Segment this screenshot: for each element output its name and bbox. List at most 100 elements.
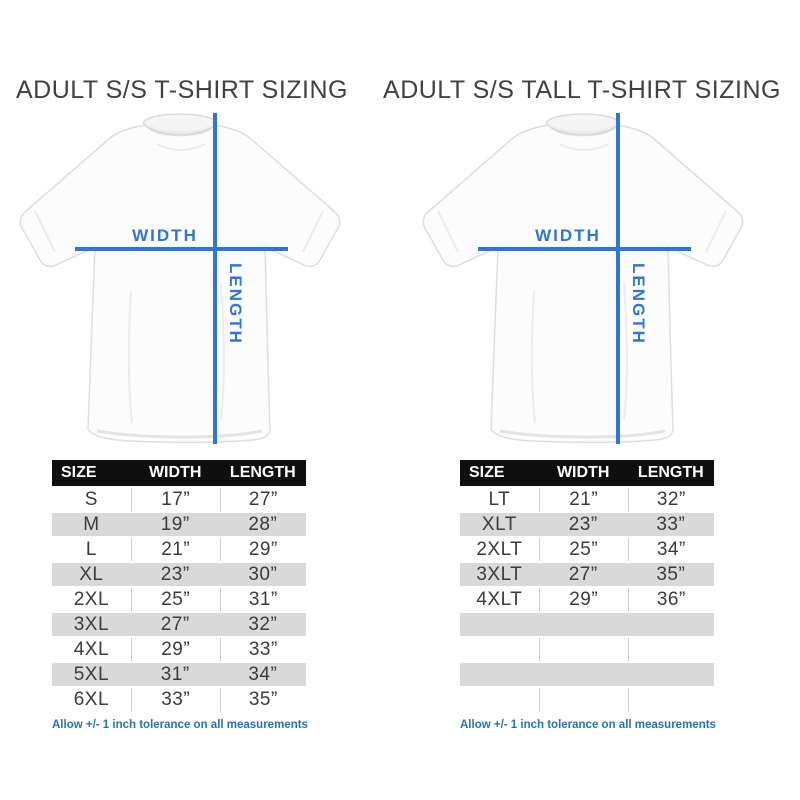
table-cell xyxy=(460,612,539,636)
table-cell: 27” xyxy=(538,562,628,586)
length-label: LENGTH xyxy=(226,263,245,345)
table-row xyxy=(460,612,714,636)
table-cell: 2XLT xyxy=(476,538,523,560)
shirt-body xyxy=(19,123,341,443)
table-cell: 19” xyxy=(130,512,220,536)
table-cell: XLT xyxy=(460,512,539,536)
table-cell: 25” xyxy=(538,537,628,561)
width-label: WIDTH xyxy=(132,226,198,245)
table-cell: 32” xyxy=(627,487,714,511)
table-cell: 28” xyxy=(219,512,306,536)
shirt-wrinkle xyxy=(530,290,536,423)
shirt-hem-shadow xyxy=(96,429,263,439)
size-table-tall: SIZE WIDTH LENGTH LT 21” 32” XLT 23” 33” 2XLT 25”… xyxy=(460,458,714,713)
shirt-wrinkle xyxy=(156,142,206,151)
table-cell: 21” xyxy=(130,537,220,561)
table-row xyxy=(460,662,714,686)
shirt-collar-rib xyxy=(552,124,614,133)
table-cell: 33” xyxy=(219,637,306,661)
table-header-row: SIZE WIDTH LENGTH xyxy=(52,459,306,486)
table-cell: 29” xyxy=(538,587,628,611)
sizing-chart-page: ADULT S/S T-SHIRT SIZING WIDTH LENGTH SI… xyxy=(0,76,781,731)
table-cell xyxy=(538,612,628,636)
table-cell xyxy=(538,687,628,711)
table-row: 5XL 31” 34” xyxy=(52,662,306,686)
tshirt-diagram-tall: WIDTH LENGTH xyxy=(422,112,744,444)
shirt-wrinkle xyxy=(705,210,727,253)
table-cell: 36” xyxy=(627,587,714,611)
table-cell: 4XLT xyxy=(476,588,523,610)
table-cell: 34” xyxy=(627,537,714,561)
table-cell: 4XL xyxy=(73,638,110,660)
table-cell: 31” xyxy=(130,662,220,686)
table-row: 6XL 33” 35” xyxy=(52,687,306,711)
table-header-cell: WIDTH xyxy=(130,459,220,486)
table-cell: 17” xyxy=(130,487,220,511)
table-row: 3XL 27” 32” xyxy=(52,612,306,636)
table-cell: 2XL xyxy=(73,588,110,610)
table-row xyxy=(460,637,714,661)
tshirt-diagram-regular: WIDTH LENGTH xyxy=(19,112,341,444)
panel-title-tall: ADULT S/S TALL T-SHIRT SIZING xyxy=(383,76,781,104)
table-cell: 21” xyxy=(538,487,628,511)
table-cell xyxy=(460,688,539,711)
table-cell xyxy=(627,662,714,686)
panel-regular-sizing: ADULT S/S T-SHIRT SIZING WIDTH LENGTH SI… xyxy=(0,76,400,731)
table-cell: 33” xyxy=(130,687,220,711)
table-header-cell: WIDTH xyxy=(538,459,628,486)
table-cell: 27” xyxy=(219,487,306,511)
table-cell: 34” xyxy=(219,662,306,686)
table-row: 3XLT 27” 35” xyxy=(460,562,714,586)
shirt-wrinkle xyxy=(437,210,459,253)
shirt-body xyxy=(422,123,744,443)
shirt-wrinkle xyxy=(127,290,133,423)
table-header-cell: SIZE xyxy=(52,459,131,486)
panel-title-regular: ADULT S/S T-SHIRT SIZING xyxy=(16,76,348,104)
table-row: L 21” 29” xyxy=(52,537,306,561)
table-row: 4XLT 29” 36” xyxy=(460,587,714,611)
shirt-hem-shadow xyxy=(499,429,666,439)
table-row: S 17” 27” xyxy=(52,487,306,511)
table-cell: 23” xyxy=(538,512,628,536)
table-cell: 35” xyxy=(219,687,306,711)
table-cell: 27” xyxy=(130,612,220,636)
table-header-cell: LENGTH xyxy=(219,459,306,486)
tolerance-note-tall: Allow +/- 1 inch tolerance on all measur… xyxy=(460,718,716,731)
table-cell xyxy=(538,637,628,661)
table-cell xyxy=(460,638,539,661)
shirt-wrinkle xyxy=(302,210,324,253)
width-label: WIDTH xyxy=(535,226,601,245)
shirt-collar-rib xyxy=(149,124,211,133)
table-cell xyxy=(627,687,714,711)
table-cell: 32” xyxy=(219,612,306,636)
table-cell: 30” xyxy=(219,562,306,586)
tolerance-note-regular: Allow +/- 1 inch tolerance on all measur… xyxy=(52,718,308,731)
table-header-cell: LENGTH xyxy=(627,459,714,486)
table-row xyxy=(460,687,714,711)
table-header-cell: SIZE xyxy=(460,459,539,486)
table-cell: L xyxy=(85,538,97,560)
table-cell: 25” xyxy=(130,587,220,611)
table-cell xyxy=(460,662,539,686)
table-cell: 31” xyxy=(219,587,306,611)
table-row: XL 23” 30” xyxy=(52,562,306,586)
shirt-wrinkle xyxy=(220,282,225,419)
table-row: M 19” 28” xyxy=(52,512,306,536)
table-cell: 3XL xyxy=(52,612,131,636)
table-row: 2XLT 25” 34” xyxy=(460,537,714,561)
shirt-wrinkle xyxy=(559,142,609,151)
table-cell: 29” xyxy=(130,637,220,661)
table-row: XLT 23” 33” xyxy=(460,512,714,536)
table-cell: M xyxy=(52,512,131,536)
table-cell xyxy=(538,662,628,686)
size-table-regular: SIZE WIDTH LENGTH S 17” 27” M 19” 28” L 21” 29” XL 2… xyxy=(52,458,306,713)
table-header-row: SIZE WIDTH LENGTH xyxy=(460,459,714,486)
length-label: LENGTH xyxy=(629,263,648,345)
table-row: 2XL 25” 31” xyxy=(52,587,306,611)
table-cell xyxy=(627,637,714,661)
table-cell: 3XLT xyxy=(460,562,539,586)
table-cell: 6XL xyxy=(73,688,110,710)
table-cell: 5XL xyxy=(52,662,131,686)
table-row: LT 21” 32” xyxy=(460,487,714,511)
table-cell: 33” xyxy=(627,512,714,536)
